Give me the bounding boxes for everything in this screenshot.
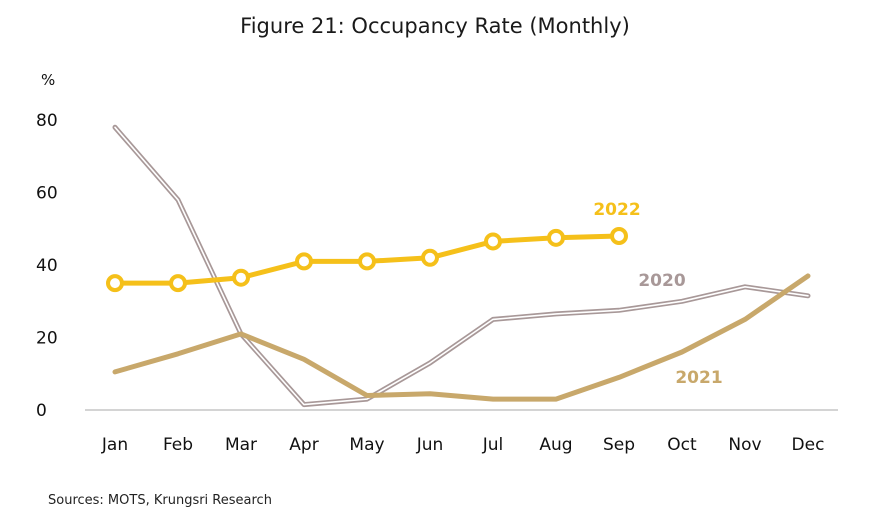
data-point-2022 xyxy=(232,268,250,287)
x-tick-label: Aug xyxy=(539,435,572,455)
y-tick-label: 60 xyxy=(36,184,58,204)
x-tick-label: Jan xyxy=(101,435,128,455)
x-tick-label: Jun xyxy=(416,435,444,455)
y-tick-label: 40 xyxy=(36,256,58,276)
y-tick-label: 20 xyxy=(36,329,58,349)
data-point-2022 xyxy=(484,232,502,251)
y-axis-unit: % xyxy=(41,71,55,89)
data-point-2022 xyxy=(358,252,376,271)
x-tick-label: May xyxy=(349,435,384,455)
series-label-2020: 2020 xyxy=(638,271,685,291)
x-tick-label: Jul xyxy=(482,435,504,455)
x-tick-label: Nov xyxy=(728,435,761,455)
series-label-2021: 2021 xyxy=(675,368,722,388)
x-tick-label: Dec xyxy=(792,435,825,455)
y-tick-label: 0 xyxy=(36,401,47,421)
x-tick-label: Sep xyxy=(603,435,635,455)
data-point-2022 xyxy=(169,274,187,293)
data-point-2022 xyxy=(295,252,313,271)
data-point-2022 xyxy=(106,274,124,293)
series-line-2021 xyxy=(112,273,811,402)
series-line-inner-2020 xyxy=(114,126,809,406)
x-tick-label: Mar xyxy=(225,435,257,455)
data-point-2022 xyxy=(610,227,628,245)
y-tick-label: 80 xyxy=(36,111,58,131)
source-note: Sources: MOTS, Krungsri Research xyxy=(48,493,272,508)
x-tick-label: Feb xyxy=(163,435,193,455)
series-line-2020 xyxy=(112,124,811,408)
data-point-2022 xyxy=(421,248,439,267)
data-point-2022 xyxy=(547,228,565,247)
x-tick-label: Apr xyxy=(289,435,318,455)
series-label-2022: 2022 xyxy=(593,200,640,220)
chart-title: Figure 21: Occupancy Rate (Monthly) xyxy=(240,14,630,38)
x-tick-label: Oct xyxy=(667,435,697,455)
